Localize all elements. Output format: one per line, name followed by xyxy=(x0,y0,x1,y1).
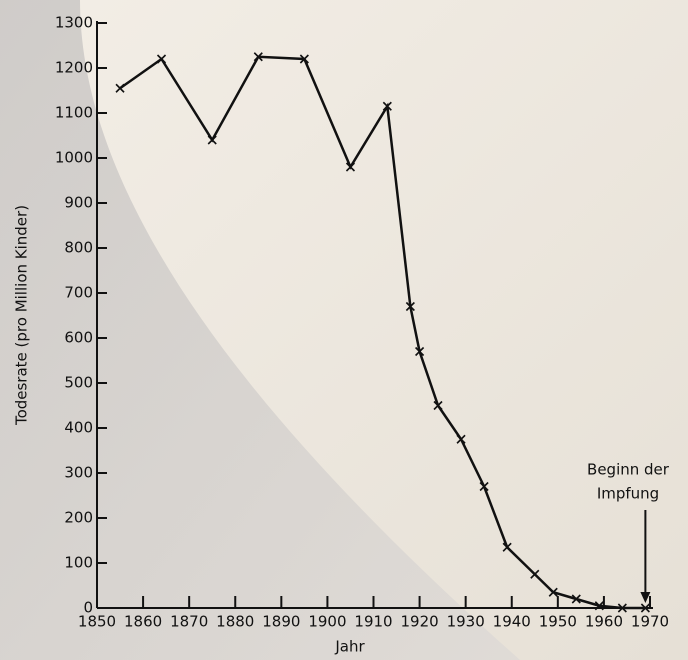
y-tick-label: 100 xyxy=(64,554,93,572)
x-tick-label: 1940 xyxy=(493,613,531,631)
page: {"chart_data": {"type": "line", "x_label… xyxy=(0,0,688,660)
y-tick-label: 800 xyxy=(64,239,93,257)
x-tick-label: 1960 xyxy=(585,613,623,631)
annotation: Beginn der xyxy=(587,461,670,479)
x-tick-label: 1930 xyxy=(447,613,485,631)
y-tick-label: 300 xyxy=(64,464,93,482)
x-tick-label: 1870 xyxy=(170,613,208,631)
x-tick-label: 1880 xyxy=(216,613,254,631)
x-tick-label: 1900 xyxy=(308,613,346,631)
y-tick-label: 200 xyxy=(64,509,93,527)
x-tick-label: 1950 xyxy=(539,613,577,631)
x-axis-label: Jahr xyxy=(334,638,365,656)
y-tick-label: 1100 xyxy=(55,104,93,122)
y-tick-label: 600 xyxy=(64,329,93,347)
y-tick-label: 700 xyxy=(64,284,93,302)
y-tick-label: 900 xyxy=(64,194,93,212)
y-axis-label: Todesrate (pro Million Kinder) xyxy=(13,205,31,426)
x-tick-label: 1890 xyxy=(262,613,300,631)
y-tick-label: 1000 xyxy=(55,149,93,167)
x-tick-label: 1970 xyxy=(631,613,669,631)
x-tick-label: 1860 xyxy=(124,613,162,631)
y-tick-label: 500 xyxy=(64,374,93,392)
y-tick-label: 1200 xyxy=(55,59,93,77)
y-tick-label: 1300 xyxy=(55,14,93,32)
y-tick-label: 400 xyxy=(64,419,93,437)
chart: Jahr Todesrate (pro Million Kinder) Begi… xyxy=(0,0,688,660)
x-tick-label: 1850 xyxy=(78,613,116,631)
x-tick-label: 1920 xyxy=(400,613,438,631)
annotation: Impfung xyxy=(597,485,659,503)
x-tick-label: 1910 xyxy=(354,613,392,631)
